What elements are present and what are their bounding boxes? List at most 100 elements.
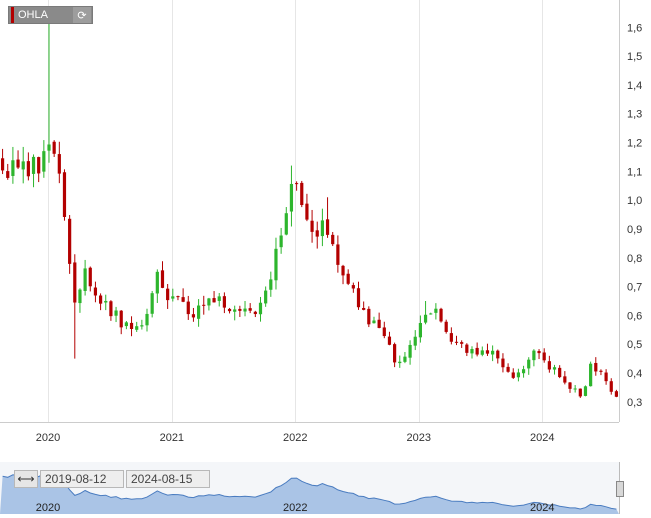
- candle: [609, 378, 613, 395]
- navigator-area: [0, 472, 619, 514]
- candle: [434, 303, 438, 320]
- candle: [83, 259, 87, 296]
- candle-body-down: [594, 362, 598, 372]
- candle: [21, 146, 25, 184]
- candle-body-up: [135, 326, 139, 330]
- candle: [300, 180, 304, 208]
- candle: [413, 330, 417, 351]
- candle: [594, 357, 598, 376]
- candle-body-up: [573, 388, 577, 390]
- candle-body-up: [589, 363, 593, 387]
- y-tick-label: 0,6: [627, 310, 642, 322]
- candle-body-up: [527, 359, 531, 369]
- y-tick-label: 1,3: [627, 109, 642, 121]
- refresh-icon[interactable]: ⟳: [73, 7, 91, 23]
- candle-body-down: [604, 372, 608, 382]
- candle: [258, 296, 263, 322]
- candle-body-up: [145, 313, 149, 326]
- candle-body-down: [506, 366, 510, 372]
- candle-body-down: [202, 304, 206, 306]
- candle: [552, 364, 557, 375]
- candle: [578, 388, 582, 398]
- candle: [93, 281, 98, 303]
- candle-body-up: [418, 322, 423, 338]
- candle-body-up: [274, 248, 278, 281]
- candle-body-down: [336, 244, 340, 265]
- candle-body-up: [583, 386, 588, 396]
- candle: [398, 355, 402, 368]
- candle-body-up: [155, 271, 159, 294]
- candle: [542, 348, 546, 363]
- candle-body-up: [470, 349, 474, 354]
- range-start-field[interactable]: 2019-08-12: [40, 470, 124, 488]
- candle: [341, 264, 345, 285]
- candle: [527, 357, 531, 375]
- candle-body-down: [387, 336, 392, 345]
- candle-body-down: [331, 234, 335, 245]
- candle-body-down: [222, 296, 226, 308]
- candle: [516, 368, 521, 382]
- candle: [243, 300, 247, 317]
- candle-body-down: [186, 301, 190, 315]
- candle-body-up: [11, 160, 15, 176]
- x-tick-label: 2022: [283, 432, 307, 444]
- candle: [284, 207, 288, 236]
- candle-body-up: [171, 296, 175, 299]
- candle-body-down: [578, 388, 582, 397]
- candle-body-up: [429, 313, 433, 315]
- range-arrows-icon[interactable]: ⟷: [14, 470, 38, 488]
- candle-body-down: [16, 159, 20, 168]
- navigator-handle[interactable]: [616, 481, 624, 497]
- candle-body-up: [150, 293, 154, 314]
- candle: [274, 237, 278, 290]
- candle-body-down: [542, 352, 546, 361]
- range-end-field[interactable]: 2024-08-15: [126, 470, 210, 488]
- candle-body-down: [563, 376, 567, 383]
- y-tick-label: 0,7: [627, 282, 642, 294]
- candle: [253, 310, 257, 318]
- candle-body-up: [217, 296, 221, 301]
- candle-body-down: [382, 327, 386, 337]
- candle-body-down: [325, 219, 330, 235]
- candle: [325, 197, 330, 238]
- candle: [583, 385, 588, 397]
- navigator-tick-label: 2024: [530, 502, 554, 514]
- candle-body-down: [614, 391, 619, 397]
- y-tick-label: 1,2: [627, 138, 642, 150]
- candle: [295, 181, 299, 191]
- candle-body-down: [439, 308, 443, 322]
- candle: [418, 315, 423, 343]
- candle: [491, 345, 495, 362]
- candle-body-down: [26, 161, 30, 177]
- candle: [439, 307, 443, 323]
- candle-body-down: [98, 295, 103, 304]
- candle: [269, 271, 273, 297]
- candle: [496, 349, 500, 364]
- candle-body-up: [398, 361, 402, 364]
- candle: [537, 349, 541, 360]
- candle-body-up: [140, 325, 144, 327]
- candle: [181, 288, 185, 303]
- x-axis: 2020 2021 2022 2023 2024: [36, 432, 555, 444]
- candle-body-up: [289, 183, 294, 212]
- candle: [176, 295, 180, 301]
- candle: [393, 342, 397, 368]
- ticker-selector[interactable]: OHLA ⟳: [8, 6, 93, 24]
- navigator-line: [2, 471, 617, 510]
- candle-body-up: [532, 350, 536, 361]
- candle-body-down: [181, 297, 185, 302]
- candle: [547, 355, 551, 373]
- candle-body-down: [109, 301, 113, 317]
- candle-body-up: [83, 268, 87, 291]
- candle: [26, 152, 30, 181]
- candle-body-up: [279, 235, 283, 248]
- x-tick-label: 2024: [530, 432, 554, 444]
- candle: [47, 21, 51, 163]
- navigator[interactable]: 2020 2022 2024: [0, 462, 620, 514]
- candle: [73, 254, 77, 359]
- candle: [78, 288, 82, 313]
- candle-body-up: [521, 369, 526, 374]
- candle: [109, 300, 113, 321]
- candle-body-down: [393, 344, 397, 363]
